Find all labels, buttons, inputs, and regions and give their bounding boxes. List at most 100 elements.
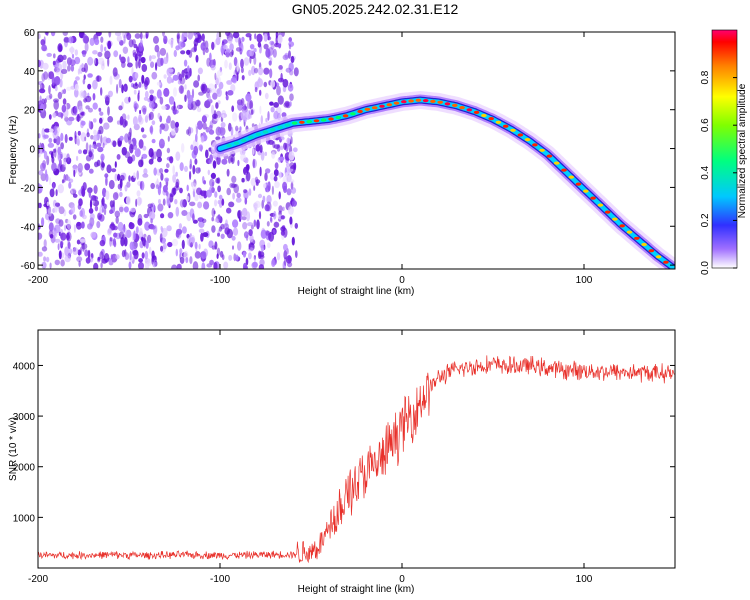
noise-dot: [208, 124, 213, 131]
noise-dot: [135, 226, 139, 234]
noise-dot: [49, 128, 54, 133]
noise-dot: [138, 114, 142, 123]
noise-dot: [100, 134, 103, 144]
noise-dot: [265, 168, 271, 174]
ridge-core: [561, 168, 567, 172]
noise-dot: [259, 48, 262, 54]
noise-dot: [208, 95, 212, 101]
noise-dot: [211, 207, 216, 218]
noise-dot: [74, 49, 79, 56]
noise-dot: [74, 83, 79, 91]
noise-dot: [172, 105, 177, 116]
noise-dot: [134, 148, 141, 158]
noise-dot: [192, 213, 195, 222]
colorbar-tick-label: 0.4: [700, 165, 711, 179]
noise-dot: [123, 236, 128, 247]
noise-dot: [201, 262, 206, 269]
colorbar-label: Normalized spectral amplitude: [737, 83, 748, 218]
noise-dot: [150, 55, 157, 60]
noise-dot: [166, 163, 170, 169]
noise-dot: [92, 50, 98, 55]
noise-dot: [48, 85, 51, 95]
noise-dot: [200, 42, 206, 51]
noise-dot: [175, 151, 181, 161]
noise-dot: [248, 229, 253, 237]
x-tick-label: 100: [576, 574, 593, 585]
noise-dot: [39, 147, 43, 155]
noise-dot: [143, 34, 146, 39]
noise-dot: [155, 184, 160, 190]
noise-dot: [266, 201, 272, 212]
noise-dot: [64, 255, 71, 263]
noise-dot: [104, 46, 107, 52]
noise-dot: [276, 85, 281, 96]
noise-dot: [255, 181, 259, 186]
noise-dot: [46, 201, 50, 207]
x-tick-label: -100: [210, 574, 230, 585]
noise-dot: [282, 206, 285, 211]
noise-dot: [89, 199, 93, 210]
noise-dot: [289, 93, 294, 101]
noise-dot: [177, 80, 182, 85]
noise-dot: [285, 162, 291, 167]
noise-dot: [214, 40, 217, 48]
noise-dot: [149, 89, 155, 94]
noise-dot: [244, 197, 248, 205]
noise-dot: [217, 232, 220, 237]
colorbar-tick-label: 0.6: [700, 118, 711, 132]
ridge-core: [655, 255, 662, 259]
noise-dot: [142, 107, 147, 115]
noise-dot: [124, 252, 130, 260]
noise-dot: [263, 33, 268, 42]
noise-dot: [162, 123, 169, 132]
ridge-core: [328, 117, 334, 121]
noise-dot: [198, 228, 205, 234]
noise-dot: [66, 86, 72, 91]
noise-dot: [150, 125, 154, 135]
noise-dot: [40, 173, 47, 182]
ridge-core: [270, 128, 276, 132]
noise-dot: [280, 215, 285, 220]
noise-dot: [84, 42, 89, 52]
noise-dot: [194, 37, 200, 43]
noise-dot: [179, 187, 183, 194]
noise-dot: [250, 109, 254, 115]
noise-dot: [119, 39, 124, 46]
noise-dot: [267, 242, 271, 249]
noise-dot: [289, 162, 295, 170]
noise-dot: [139, 32, 143, 40]
noise-dot: [210, 64, 216, 71]
noise-dot: [243, 189, 248, 194]
noise-dot: [92, 79, 98, 90]
noise-dot: [288, 50, 291, 59]
noise-dot: [105, 137, 112, 144]
noise-dot: [142, 145, 147, 151]
noise-dot: [118, 204, 124, 214]
noise-dot: [42, 62, 49, 70]
noise-dot: [108, 179, 115, 190]
noise-dot: [196, 107, 202, 113]
noise-dot: [69, 59, 76, 66]
noise-dot: [265, 230, 270, 236]
noise-dot: [289, 216, 293, 225]
noise-dot: [94, 38, 100, 46]
noise-dot: [118, 105, 123, 111]
noise-dot: [273, 102, 279, 108]
noise-dot: [76, 221, 81, 227]
colorbar: 0.0 0.2 0.4 0.6 0.8 Normalized spectral ampl…: [700, 29, 748, 275]
noise-dot: [243, 57, 250, 66]
noise-dot: [149, 225, 156, 230]
noise-dot: [187, 94, 194, 105]
noise-dot: [262, 195, 266, 203]
noise-dot: [282, 260, 286, 269]
noise-dot: [100, 44, 104, 53]
noise-dot: [53, 98, 59, 103]
noise-dot: [212, 92, 218, 100]
noise-dot: [191, 47, 197, 53]
noise-dot: [151, 138, 156, 144]
noise-dot: [251, 261, 258, 269]
noise-dot: [81, 243, 88, 250]
noise-dot: [149, 126, 153, 133]
noise-dot: [223, 44, 228, 50]
